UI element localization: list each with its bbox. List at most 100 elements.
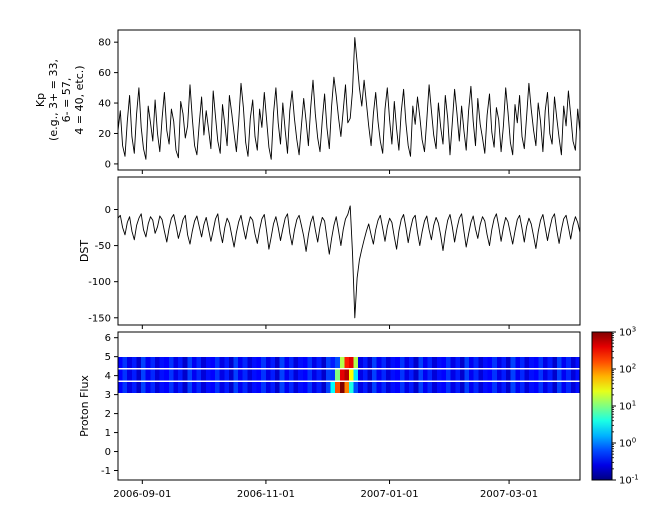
heatmap-cell	[519, 357, 525, 369]
heatmap-cell	[275, 357, 281, 369]
heatmap-cell	[284, 369, 290, 381]
heatmap-cell	[168, 357, 174, 369]
heatmap-cell	[409, 357, 415, 369]
heatmap-cell	[413, 369, 419, 381]
proton_flux-axis-label: Proton Flux	[78, 375, 91, 437]
heatmap-cell	[210, 382, 216, 394]
heatmap-cell	[547, 382, 553, 394]
heatmap-cell	[362, 357, 368, 369]
heatmap-cell	[422, 382, 428, 394]
heatmap-cell	[450, 357, 456, 369]
heatmap-cell	[196, 382, 202, 394]
heatmap-cell	[427, 357, 433, 369]
heatmap-cell	[446, 382, 452, 394]
heatmap-cell	[459, 357, 465, 369]
heatmap-cell	[390, 369, 396, 381]
heatmap-cell	[404, 382, 410, 394]
heatmap-cell	[201, 357, 207, 369]
heatmap-cell	[376, 357, 382, 369]
heatmap-cell	[413, 382, 419, 394]
heatmap-cell	[325, 382, 331, 394]
heatmap-cell	[293, 382, 299, 394]
heatmap-cell	[459, 382, 465, 394]
heatmap-cell	[529, 382, 535, 394]
heatmap-cell	[275, 369, 281, 381]
heatmap-cell	[247, 357, 253, 369]
heatmap-cell	[399, 369, 405, 381]
heatmap-cell	[224, 357, 230, 369]
heatmap-cell	[482, 369, 488, 381]
heatmap-cell	[367, 357, 373, 369]
heatmap-cell	[302, 357, 308, 369]
y-tick-label: 20	[98, 129, 111, 140]
heatmap-cell	[547, 357, 553, 369]
heatmap-cell	[210, 369, 216, 381]
heatmap-cell	[478, 382, 484, 394]
heatmap-cell	[182, 369, 188, 381]
heatmap-cell	[141, 357, 147, 369]
heatmap-cell	[118, 357, 124, 369]
heatmap-cell	[307, 369, 313, 381]
heatmap-cell	[224, 382, 230, 394]
colorbar-tick-label: 100	[619, 437, 636, 450]
heatmap-cell	[570, 382, 576, 394]
heatmap-cell	[141, 369, 147, 381]
kp-frame	[117, 29, 581, 171]
heatmap-cell	[159, 357, 165, 369]
heatmap-cell	[187, 382, 193, 394]
heatmap-cell	[270, 382, 276, 394]
heatmap-cell	[450, 382, 456, 394]
heatmap-cell	[367, 369, 373, 381]
heatmap-cell	[506, 357, 512, 369]
heatmap-cell	[339, 357, 345, 369]
heatmap-cell	[173, 382, 179, 394]
heatmap-cell	[446, 357, 452, 369]
heatmap-cell	[122, 357, 128, 369]
heatmap-cell	[422, 357, 428, 369]
heatmap-cell	[122, 382, 128, 394]
heatmap-cell	[228, 369, 234, 381]
heatmap-cell	[358, 382, 364, 394]
y-tick-label: 80	[98, 38, 111, 49]
heatmap-cell	[201, 369, 207, 381]
y-tick-label: -1	[101, 466, 111, 477]
x-tick-label: 2006-11-01	[237, 489, 295, 500]
heatmap-cell	[533, 357, 539, 369]
heatmap-cell	[436, 382, 442, 394]
heatmap-cell	[261, 382, 267, 394]
heatmap-cell	[325, 369, 331, 381]
heatmap-cell	[561, 369, 567, 381]
heatmap-cell	[515, 369, 521, 381]
heatmap-cell	[344, 369, 350, 381]
heatmap-cell	[496, 382, 502, 394]
heatmap-cell	[298, 382, 304, 394]
heatmap-cell	[459, 369, 465, 381]
heatmap-cell	[288, 369, 294, 381]
heatmap-cell	[441, 382, 447, 394]
heatmap-cell	[335, 382, 341, 394]
heatmap-cell	[367, 382, 373, 394]
heatmap-cell	[376, 369, 382, 381]
heatmap-cell	[358, 369, 364, 381]
heatmap-cell	[464, 382, 470, 394]
heatmap-cell	[385, 369, 391, 381]
heatmap-cell	[510, 369, 516, 381]
proton_flux-frame	[117, 331, 581, 481]
heatmap-cell	[552, 382, 558, 394]
heatmap-cell	[131, 369, 137, 381]
heatmap-cell	[349, 369, 355, 381]
heatmap-cell	[279, 382, 285, 394]
heatmap-cell	[561, 357, 567, 369]
kp-axis-label: Kp(e.g., 3+ = 33,6- = 57,4 = 40, etc.)	[34, 59, 86, 141]
heatmap-cell	[321, 382, 327, 394]
heatmap-cell	[385, 357, 391, 369]
heatmap-cell	[372, 357, 378, 369]
heatmap-cell	[284, 357, 290, 369]
heatmap-cell	[173, 357, 179, 369]
heatmap-cell	[436, 369, 442, 381]
heatmap-cell	[265, 357, 271, 369]
heatmap-cell	[381, 357, 387, 369]
heatmap-cell	[154, 357, 160, 369]
heatmap-cell	[141, 382, 147, 394]
